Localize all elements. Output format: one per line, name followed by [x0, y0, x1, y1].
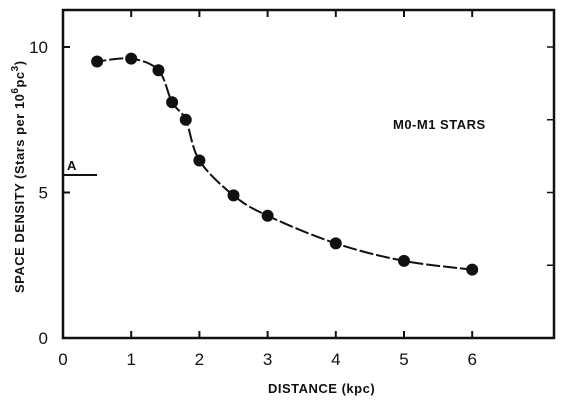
- data-point-group: [91, 52, 479, 276]
- y-axis-title-close: ): [12, 60, 27, 65]
- x-tick-label: 0: [58, 350, 67, 369]
- y-axis-title-exp3: 3: [10, 65, 21, 71]
- data-point: [179, 113, 192, 126]
- y-axis-title-exp6: 6: [10, 88, 21, 94]
- fit-curve-group: [92, 57, 473, 271]
- x-tick-label: 5: [399, 350, 408, 369]
- x-axis-title: DISTANCE (kpc): [268, 381, 375, 396]
- data-point: [166, 96, 179, 109]
- data-point: [398, 254, 410, 267]
- x-tick-label: 4: [331, 350, 340, 369]
- y-axis-title: SPACE DENSITY (Stars per 106pc3): [10, 60, 27, 293]
- annotation-m0-m1-stars: M0-M1 STARS: [393, 117, 486, 132]
- data-point: [91, 55, 104, 68]
- data-point: [466, 263, 479, 276]
- data-point: [152, 64, 165, 77]
- x-tick-label: 2: [195, 350, 204, 369]
- data-point: [193, 154, 206, 167]
- y-tick-label: 10: [29, 38, 48, 57]
- x-tick-group: 0 1 2 3 4 5 6: [58, 10, 477, 369]
- data-point: [125, 52, 138, 65]
- data-point: [227, 189, 240, 202]
- x-tick-label: 6: [467, 350, 476, 369]
- x-tick-label: 1: [126, 350, 135, 369]
- plot-frame: [61, 8, 556, 340]
- y-tick-label: 0: [39, 329, 48, 348]
- y-axis-title-pc: pc: [12, 71, 27, 87]
- y-tick-label: 5: [39, 184, 48, 203]
- data-point: [261, 209, 274, 222]
- reference-mark-label: A: [67, 158, 77, 173]
- data-point: [329, 237, 342, 250]
- y-tick-group: 0 5 10: [29, 38, 554, 348]
- y-axis-title-main: SPACE DENSITY (Stars per 10: [12, 94, 27, 293]
- x-tick-label: 3: [263, 350, 272, 369]
- fit-curve-line: [92, 57, 473, 271]
